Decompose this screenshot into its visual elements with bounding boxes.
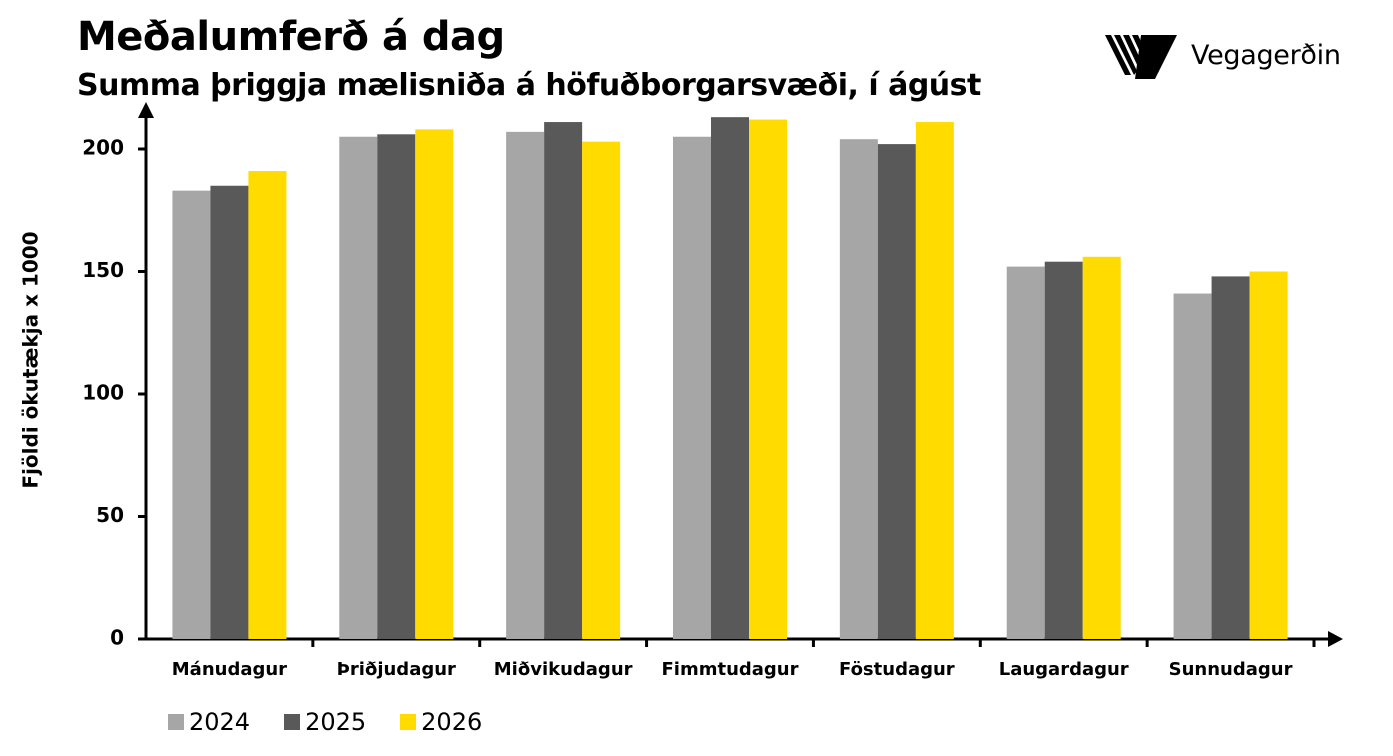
category-label: Sunnudagur xyxy=(1169,659,1293,680)
bar-2025-1 xyxy=(210,185,249,639)
legend-label-2024: 2024 xyxy=(189,708,251,736)
bar-2026-7 xyxy=(1249,271,1288,639)
category-label: Fimmtudagur xyxy=(661,659,798,680)
bar-2024-6 xyxy=(1006,266,1045,639)
bar-2026-1 xyxy=(248,171,287,640)
y-axis-label: Fjöldi ökutækja x 1000 xyxy=(19,231,43,488)
y-tick-label: 200 xyxy=(82,136,124,160)
bar-2025-6 xyxy=(1044,261,1083,639)
y-ticks: 0 50 100 150 200 xyxy=(82,136,146,650)
x-axis-arrow-icon xyxy=(1328,631,1343,647)
category-label: Þriðjudagur xyxy=(337,659,456,680)
chart-subtitle: Summa þriggja mælisniða á höfuðborgarsvæ… xyxy=(77,68,981,103)
legend-item-2025: 2025 xyxy=(284,708,366,736)
y-tick-label: 100 xyxy=(82,381,124,405)
category-labels: Mánudagur Þriðjudagur Miðvikudagur Fimmtuda… xyxy=(172,639,1316,680)
y-axis-arrow-icon xyxy=(138,102,154,118)
vegagerdin-stripes-icon xyxy=(1105,35,1177,79)
bars xyxy=(172,117,1288,640)
legend-label-2026: 2026 xyxy=(421,708,483,736)
bar-2024-7 xyxy=(1173,293,1212,639)
bar-2025-3 xyxy=(544,122,583,640)
chart-title: Meðalumferð á dag xyxy=(77,14,505,60)
bar-2026-5 xyxy=(915,122,954,640)
logo: Vegagerðin xyxy=(1105,30,1341,80)
category-label: Miðvikudagur xyxy=(494,659,633,680)
logo-text: Vegagerðin xyxy=(1191,39,1341,71)
legend-item-2024: 2024 xyxy=(168,708,250,736)
category-label: Laugardagur xyxy=(999,659,1129,680)
legend-label-2025: 2025 xyxy=(305,708,367,736)
bar-2024-4 xyxy=(673,136,711,639)
bar-2025-2 xyxy=(377,134,416,640)
bar-2024-2 xyxy=(339,136,378,639)
bar-2026-2 xyxy=(415,129,454,639)
y-tick-label: 150 xyxy=(82,258,124,282)
legend-swatch-2025 xyxy=(284,714,301,730)
bar-2024-3 xyxy=(506,131,545,639)
legend-swatch-2024 xyxy=(168,714,184,730)
bar-2026-4 xyxy=(749,119,787,640)
category-label: Föstudagur xyxy=(839,659,955,680)
legend-item-2026: 2026 xyxy=(400,708,482,736)
y-tick-label: 0 xyxy=(110,626,124,650)
bar-2025-7 xyxy=(1211,276,1250,639)
bar-2025-4 xyxy=(711,117,749,639)
y-tick-label: 50 xyxy=(96,503,124,527)
legend: 2024 2025 2026 xyxy=(168,708,516,736)
bar-2024-1 xyxy=(172,190,211,639)
bar-2025-5 xyxy=(877,144,916,639)
bar-2024-5 xyxy=(839,139,878,639)
category-label: Mánudagur xyxy=(172,659,287,680)
bar-2026-3 xyxy=(582,141,621,639)
bar-2026-6 xyxy=(1082,256,1121,639)
legend-swatch-2026 xyxy=(400,714,417,730)
